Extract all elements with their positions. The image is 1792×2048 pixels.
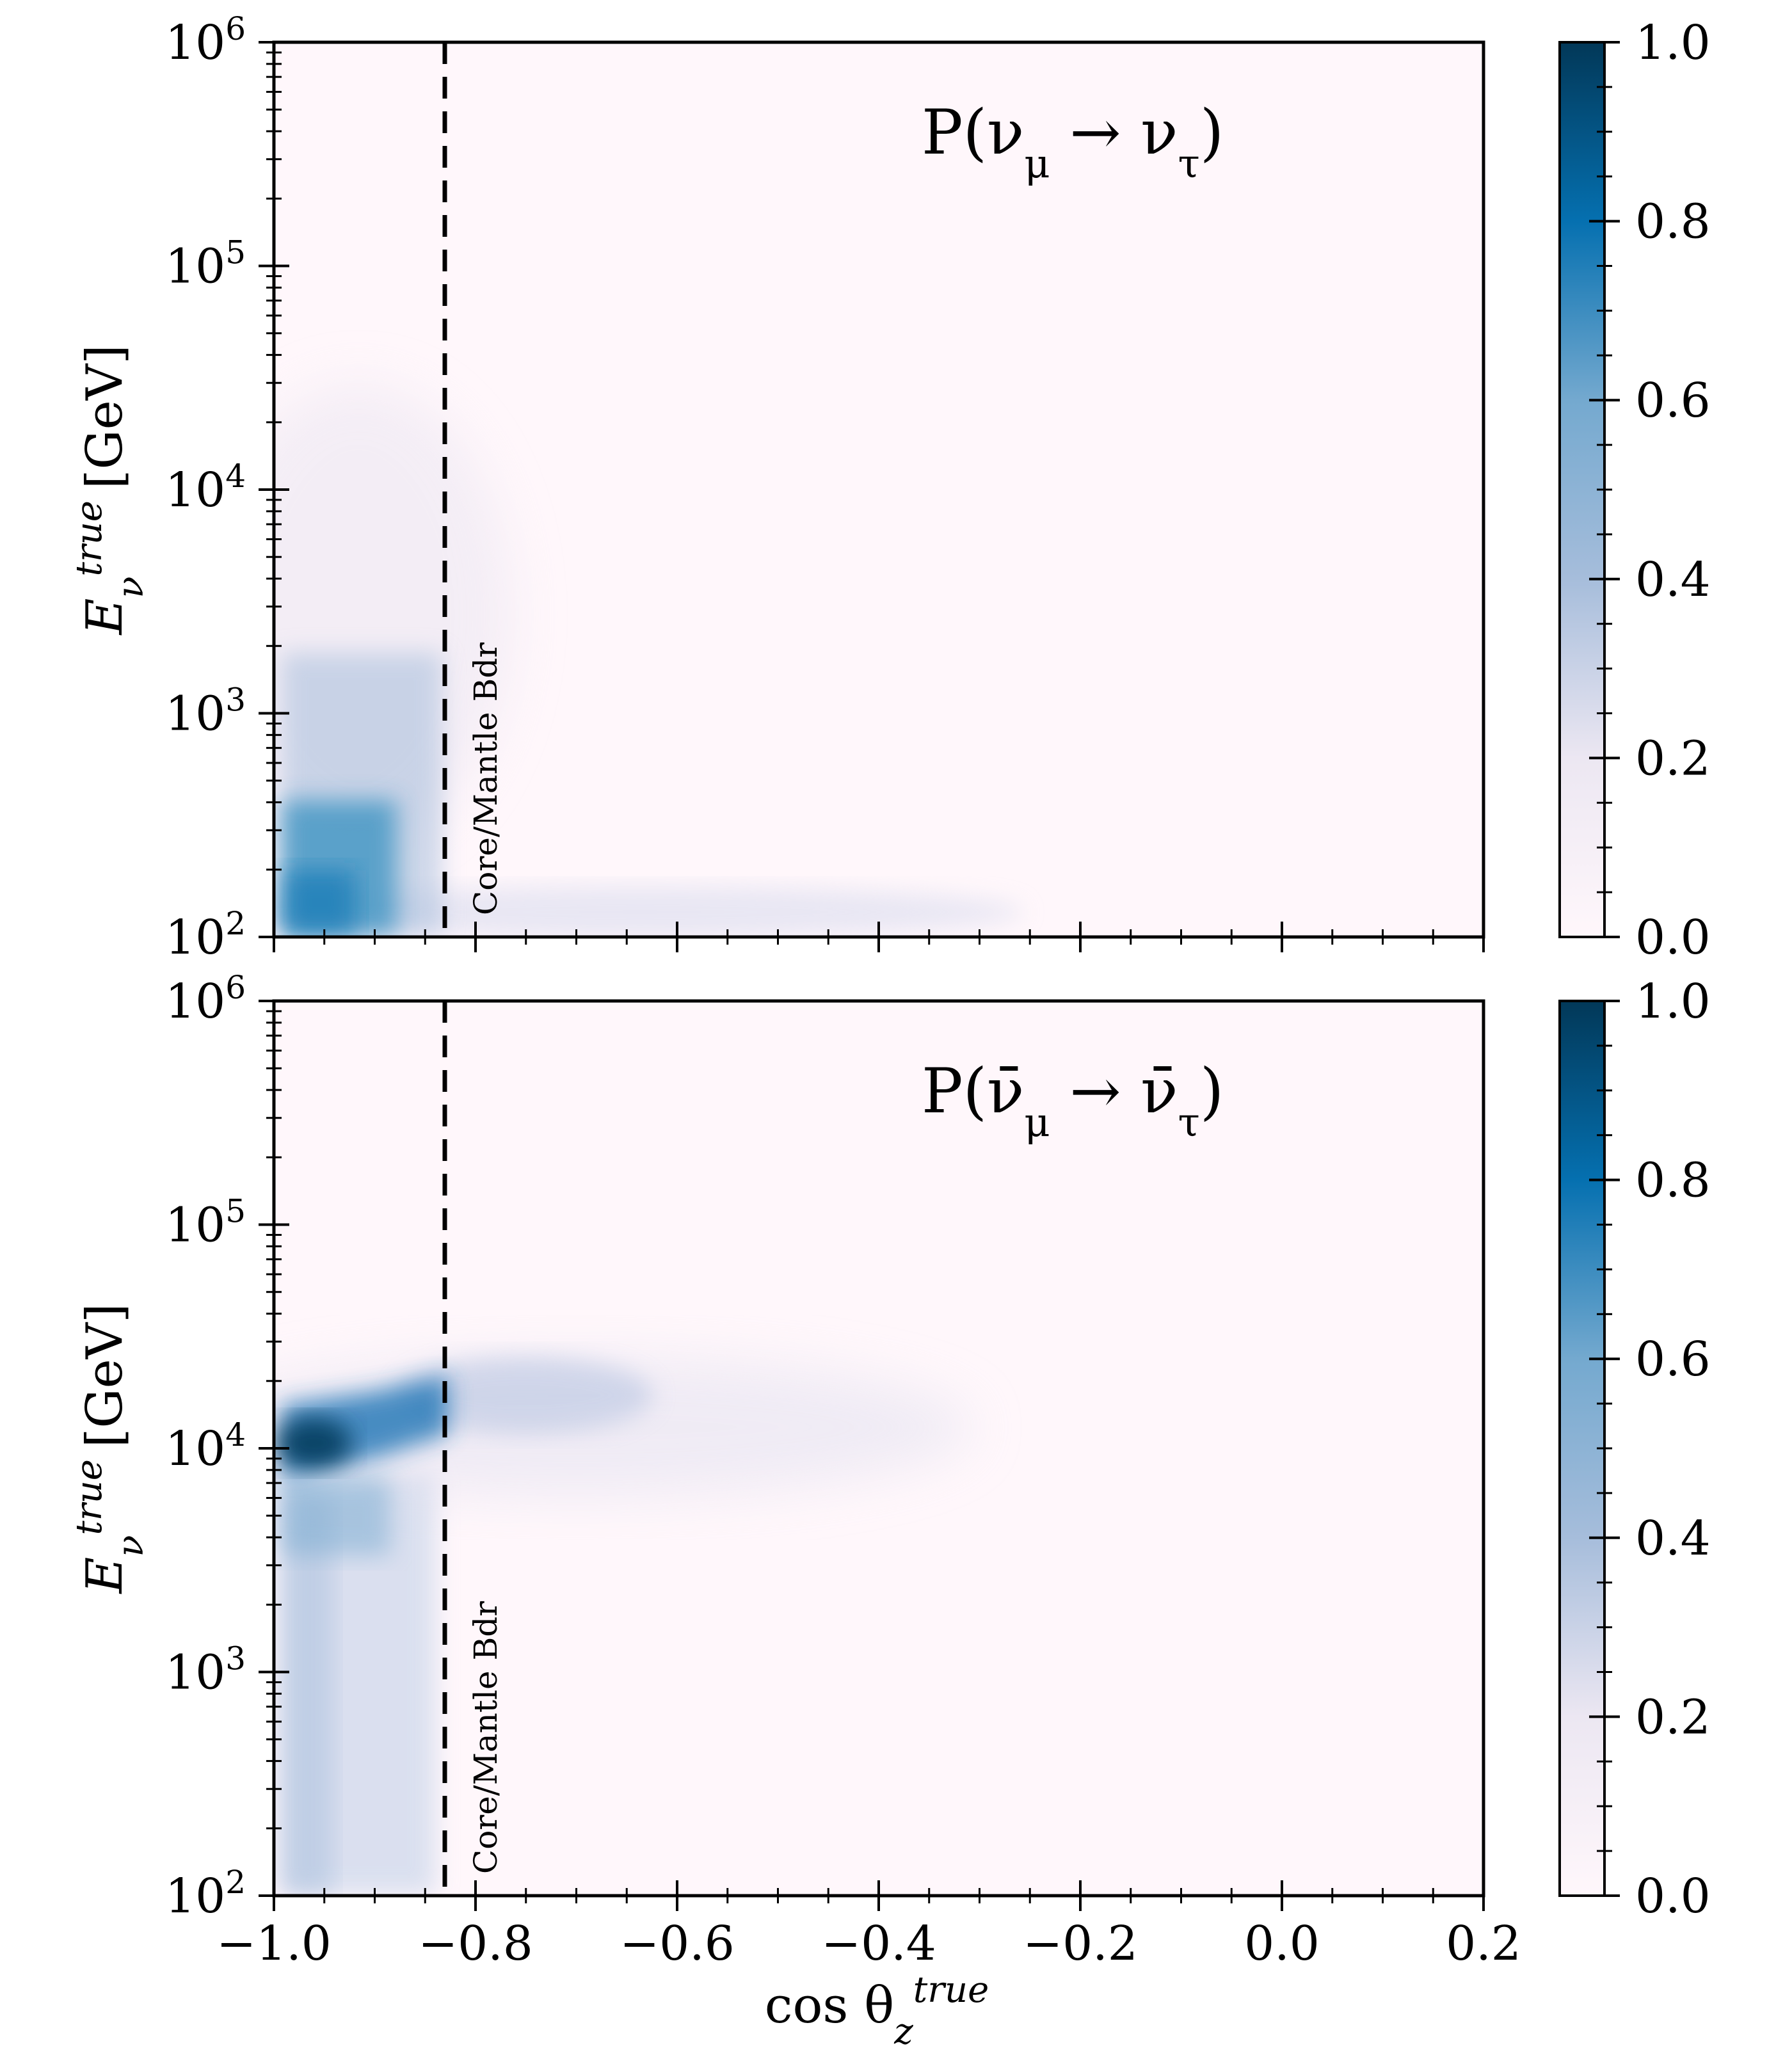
bottom-heatmap [274,1357,973,1894]
y-tick-label: 103 [165,1640,246,1700]
x-tick-label: −0.6 [620,1916,735,1971]
top-y-axis: 102 103 104 105 106 [165,10,289,965]
top-colorbar-ticks: 0.0 0.2 0.4 0.6 0.8 1.0 [1589,15,1711,965]
bottom-panel-title: P(ν̄μ → ν̄τ) [922,1055,1224,1146]
y-tick-label: 106 [165,10,246,70]
x-tick-label: 0.0 [1244,1916,1320,1971]
cbar-tick-label: 1.0 [1635,974,1711,1029]
cbar-tick-label: 0.8 [1635,195,1711,250]
x-tick-label: −0.4 [821,1916,936,1971]
cbar-tick-label: 0.6 [1635,373,1711,428]
bottom-heat-peak [275,1418,352,1469]
bottom-heat-shoulder [397,1357,653,1434]
top-vline-label: Core/Mantle Bdr [467,643,504,915]
top-heat-core [285,870,355,934]
x-axis-label: cos θztrue [765,1969,989,2048]
y-tick-label: 106 [165,969,246,1029]
top-heatmap [274,384,1024,937]
y-tick-label: 105 [165,1193,246,1253]
y-tick-label: 104 [165,1416,246,1476]
top-heat-tail [274,886,1024,937]
cbar-tick-label: 0.0 [1635,1869,1711,1924]
bottom-heat-mid-band [282,1491,333,1894]
x-tick-label: −1.0 [216,1916,332,1971]
bottom-y-axis-label: Eνtrue[GeV] [68,1303,152,1594]
x-tick-label: 0.2 [1446,1916,1521,1971]
cbar-tick-label: 0.6 [1635,1332,1711,1387]
bottom-vline-label: Core/Mantle Bdr [467,1601,504,1874]
top-y-axis-label: Eνtrue[GeV] [68,344,152,636]
bottom-panel: Core/Mantle Bdr P(ν̄μ → ν̄τ) 10210310410… [68,969,1711,1971]
x-tick-label: −0.8 [418,1916,533,1971]
top-x-axis [273,922,1485,952]
cbar-tick-label: 0.0 [1635,910,1711,965]
cbar-tick-label: 0.4 [1635,1511,1711,1566]
y-tick-label: 105 [165,234,246,294]
bottom-heat-below [282,1478,390,1555]
bottom-colorbar-ticks: 0.0 0.2 0.4 0.6 0.8 1.0 [1589,974,1711,1924]
cbar-tick-label: 0.8 [1635,1153,1711,1208]
bottom-y-axis: 102 103 104 105 106 [165,969,289,1924]
cbar-tick-label: 0.4 [1635,552,1711,607]
y-tick-label: 104 [165,458,246,518]
y-tick-label: 103 [165,682,246,742]
y-tick-label: 102 [165,905,246,965]
y-tick-label: 102 [165,1864,246,1924]
cbar-tick-label: 0.2 [1635,1690,1711,1745]
top-panel: Core/Mantle Bdr P(νμ → ντ) 1021031041051… [68,10,1711,965]
cbar-tick-label: 1.0 [1635,15,1711,70]
top-panel-title: P(νμ → ντ) [922,97,1224,187]
cbar-tick-label: 0.2 [1635,731,1711,786]
bottom-x-axis: −1.0 −0.8 −0.6 −0.4 −0.2 0.0 0.2 [216,1880,1521,1971]
x-tick-label: −0.2 [1023,1916,1138,1971]
